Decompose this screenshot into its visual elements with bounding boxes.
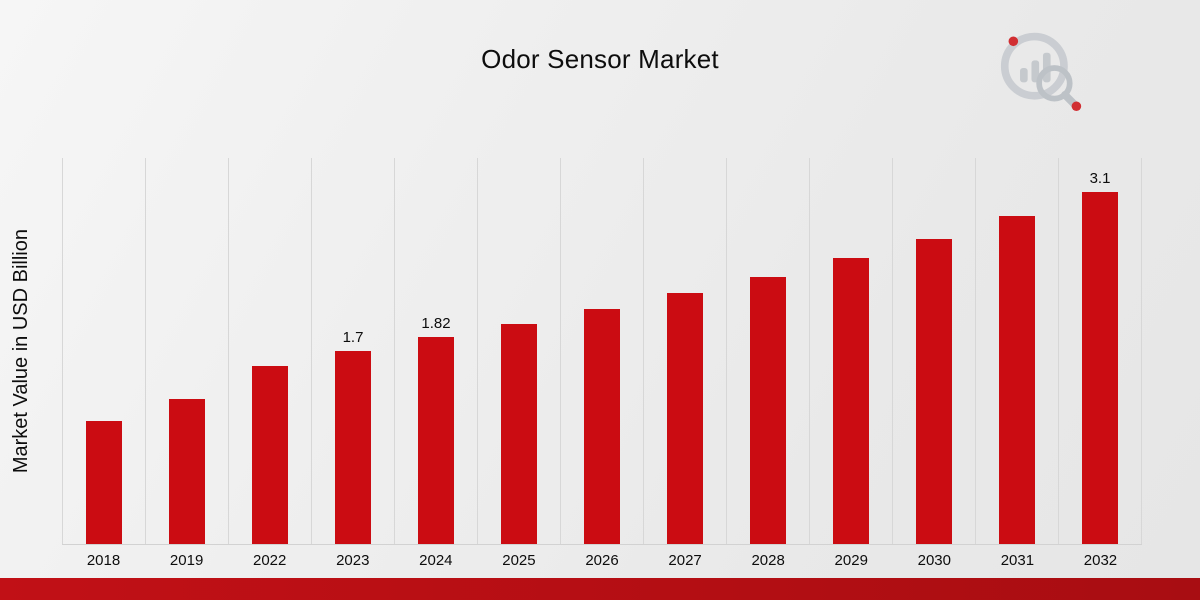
bar-cell-2019 [145,158,228,544]
x-tick-label-2027: 2027 [668,552,702,569]
bar-2029 [833,258,869,544]
x-tick-label-2018: 2018 [86,552,121,569]
brand-logo-icon [1000,32,1082,112]
bar-2032 [1082,192,1118,544]
bar-value-label-2032: 3.1 [1089,170,1111,187]
bar-cell-2018 [62,158,145,544]
bar-cell-2027 [643,158,726,544]
bar-2025 [501,324,537,544]
bar-2031 [999,216,1035,544]
x-tick-label-2023: 2023 [336,552,370,569]
x-tick-label-2028: 2028 [751,552,785,569]
chart-title: Odor Sensor Market [481,44,719,74]
bar-2019 [169,399,205,544]
bar-value-label-2024: 1.82 [421,315,451,332]
bar-cell-2025 [477,158,560,544]
bottom-red-strip [0,578,1200,600]
bar-2030 [916,239,952,544]
bar-cell-2026 [560,158,643,544]
x-tick-label-2026: 2026 [585,552,619,569]
bar-cell-2030 [892,158,975,544]
plot-area: 1.7 1.82 3.1 [62,158,1142,545]
bar-cell-2023: 1.7 [311,158,394,544]
bar-cell-2028 [726,158,809,544]
bar-value-label-2023: 1.7 [342,329,364,346]
bar-cell-2022 [228,158,311,544]
x-tick-label-2030: 2030 [917,552,951,569]
bar-cell-2032: 3.1 [1058,158,1142,544]
bar-2023 [335,351,371,544]
bar-cell-2029 [809,158,892,544]
x-tick-label-2024: 2024 [419,552,453,569]
bar-2028 [750,277,786,544]
bar-cell-2031 [975,158,1058,544]
x-tick-label-2029: 2029 [834,552,868,569]
x-tick-label-2025: 2025 [502,552,536,569]
x-tick-label-2019: 2019 [169,552,204,569]
y-axis-label-container: Market Value in USD Billion [4,158,38,545]
y-axis-label: Market Value in USD Billion [9,229,32,474]
bar-2024 [418,337,454,544]
x-tick-label-2032: 2032 [1083,552,1118,569]
bar-cell-2024: 1.82 [394,158,477,544]
bar-2022 [252,366,288,544]
x-tick-label-2031: 2031 [1000,552,1035,569]
bar-2026 [584,309,620,544]
x-tick-label-2022: 2022 [253,552,287,569]
bar-2027 [667,293,703,544]
bar-2018 [86,421,122,544]
x-axis: 2018 2019 2022 2023 2024 2025 2026 2027 2028 2029… [62,552,1142,572]
